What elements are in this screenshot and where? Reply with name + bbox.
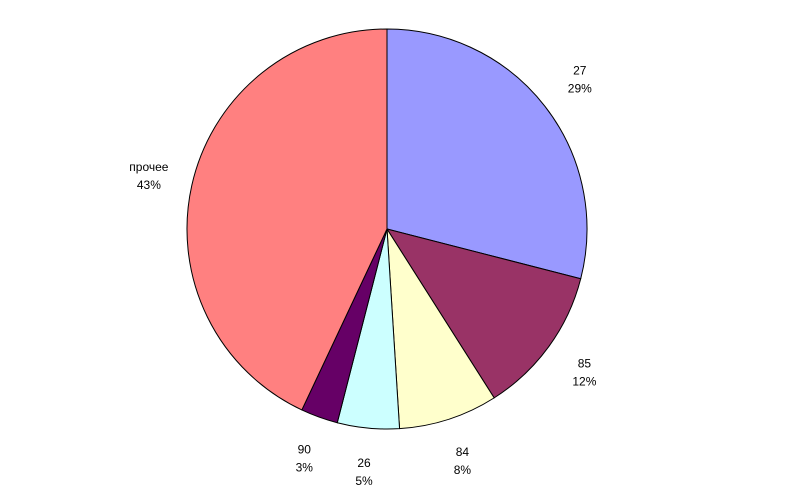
slice-category-label: 26: [357, 456, 371, 470]
slice-label-group-90: 903%: [296, 443, 314, 475]
slice-percent-label: 29%: [568, 82, 592, 96]
slice-percent-label: 3%: [296, 461, 314, 475]
slice-label-group-26: 265%: [355, 456, 373, 488]
pie-slice-прочее: [186, 28, 388, 411]
slices-layer: [186, 28, 588, 430]
pie-slice-27: [386, 28, 588, 280]
slice-label-group-84: 848%: [454, 445, 472, 477]
slice-percent-label: 8%: [454, 463, 472, 477]
pie-slice-85: [386, 228, 582, 399]
slice-percent-label: 5%: [355, 474, 373, 488]
slice-category-label: 84: [456, 445, 470, 459]
slice-percent-label: 12%: [572, 374, 596, 388]
slice-category-label: 85: [578, 356, 592, 370]
slice-label-group-прочее: прочее 43%: [129, 160, 169, 192]
slice-category-label: прочее: [129, 160, 169, 174]
slice-category-label: 27: [573, 64, 587, 78]
slice-category-label: 90: [298, 443, 312, 457]
pie-slice-84: [386, 228, 495, 430]
slice-percent-label: 43%: [137, 178, 161, 192]
